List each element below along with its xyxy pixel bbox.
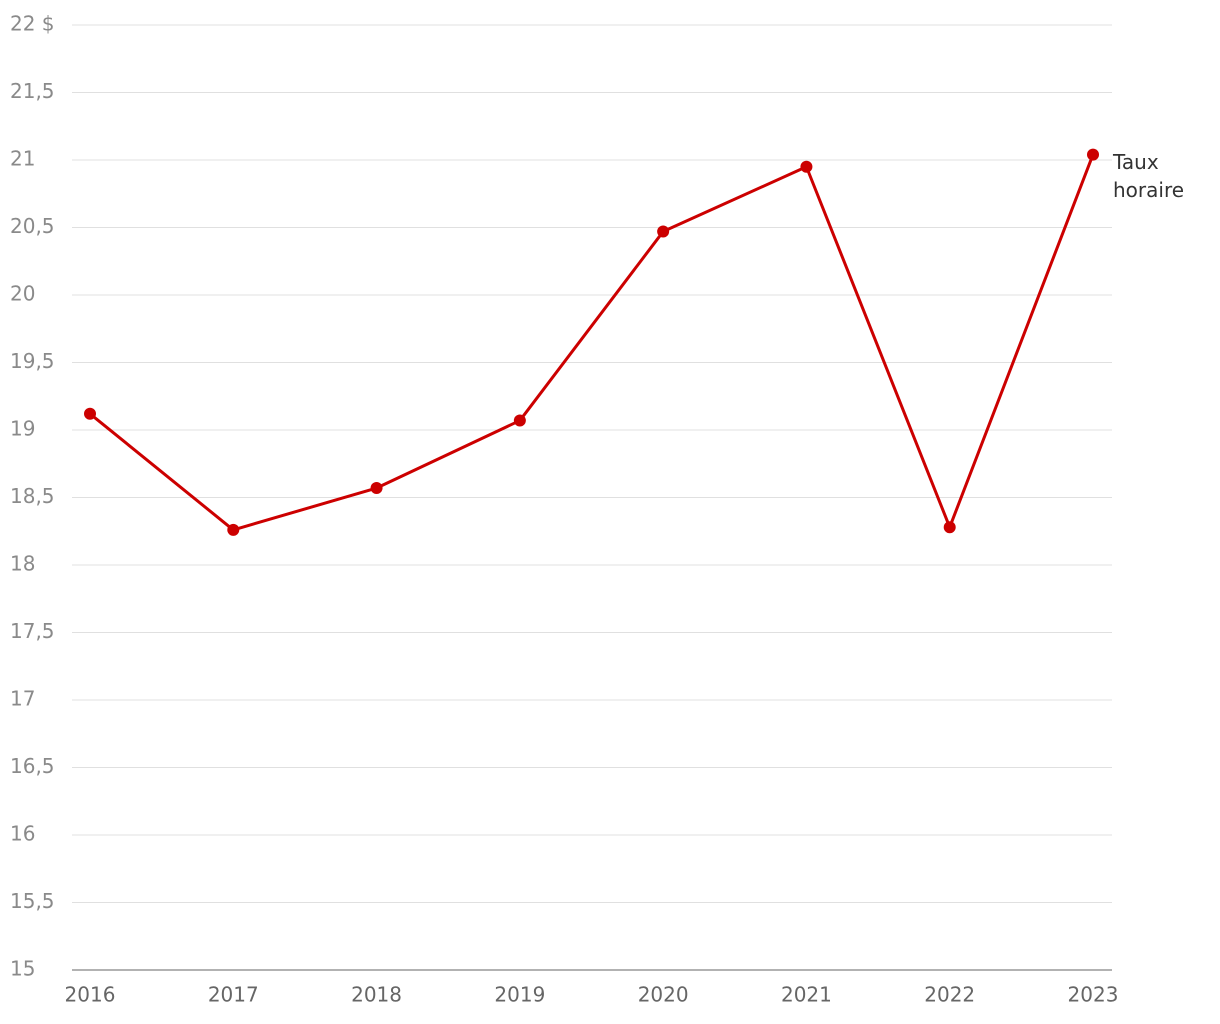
y-tick-label: 21 [10,147,35,171]
point [227,523,240,536]
y-tick-label: 16 [10,822,35,846]
point [513,414,526,427]
x-tick-label: 2018 [351,983,402,1007]
point [657,225,670,238]
y-tick-label: 15 [10,957,35,981]
y-tick-label: 19,5 [10,349,55,373]
y-tick-label: 16,5 [10,754,55,778]
point [800,160,813,173]
series-label: Taux horaire [1113,150,1185,202]
y-tick-label: 18,5 [10,484,55,508]
x-tick-label: 2021 [781,983,832,1007]
point [943,521,956,534]
point [370,482,383,495]
y-tick-label: 17 [10,687,35,711]
point [84,407,96,420]
point [1087,148,1099,161]
x-tick-label: 2023 [1068,983,1119,1007]
x-tick-label: 2017 [208,983,259,1007]
y-tick-label: 17,5 [10,619,55,643]
x-tick-label: 2016 [65,983,116,1007]
y-tick-label: 21,5 [10,79,55,103]
line [89,154,1095,532]
y-tick-label: 19 [10,417,35,441]
x-tick-label: 2020 [638,983,689,1007]
y-tick-label: 18 [10,552,35,576]
y-tick-label: 15,5 [10,889,55,913]
y-tick-label: 20,5 [10,214,55,238]
x-tick-label: 2022 [924,983,975,1007]
x-tick-label: 2019 [494,983,545,1007]
y-tick-label: 20 [10,282,35,306]
y-tick-label: 22 $ [10,12,55,36]
